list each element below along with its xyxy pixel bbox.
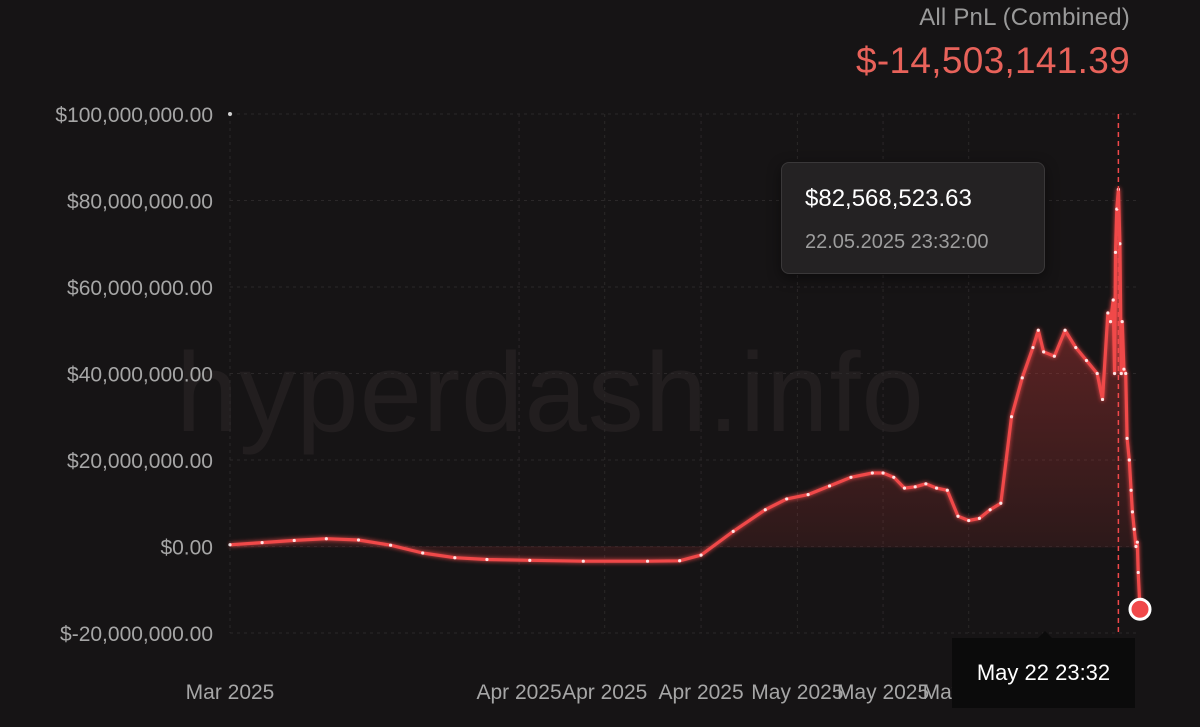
data-point (924, 482, 928, 486)
axis-top-dot (228, 112, 232, 116)
data-point (356, 538, 361, 542)
data-point (1108, 320, 1113, 324)
data-point (870, 471, 874, 475)
data-point (1113, 250, 1118, 254)
data-point (1063, 328, 1067, 332)
data-point (1020, 376, 1024, 380)
data-point (977, 516, 982, 520)
crosshair-date-label: May 22 23:32 (952, 631, 1135, 708)
watermark: hyperdash.info (176, 330, 925, 455)
data-point (1031, 345, 1035, 350)
data-point (228, 543, 232, 547)
data-point (1136, 570, 1140, 575)
data-point (1120, 320, 1124, 324)
y-tick-label: $-20,000,000.00 (60, 623, 213, 646)
data-point (988, 508, 992, 512)
data-point (1132, 527, 1136, 531)
data-point (699, 553, 703, 557)
x-tick-label: Apr 2025 (658, 681, 743, 704)
total-pnl-value: $-14,503,141.39 (855, 40, 1130, 81)
data-point (388, 543, 393, 547)
x-tick-label: May 2025 (751, 681, 843, 704)
data-point (956, 514, 960, 518)
data-point (260, 541, 264, 545)
data-point (1122, 367, 1126, 371)
data-point (1127, 458, 1131, 462)
data-point (892, 475, 896, 479)
data-point (1119, 371, 1123, 376)
data-point (1106, 311, 1110, 315)
data-point (731, 529, 735, 533)
data-point (421, 551, 425, 555)
data-point (1074, 345, 1078, 350)
data-point (1009, 415, 1014, 419)
last-point-marker[interactable] (1128, 597, 1152, 621)
data-point (292, 538, 296, 543)
y-tick-label: $80,000,000.00 (67, 191, 213, 214)
data-point (1036, 328, 1040, 332)
x-tick-label: Mar 2025 (186, 681, 275, 704)
data-point (1111, 298, 1115, 302)
data-point (902, 486, 907, 490)
data-point (945, 488, 949, 492)
data-point (1129, 488, 1133, 492)
data-point (806, 493, 810, 497)
data-point (827, 484, 832, 488)
data-point (1042, 350, 1046, 354)
data-point (1135, 540, 1139, 544)
data-point (485, 557, 489, 562)
data-point (913, 485, 917, 489)
data-point (763, 508, 767, 512)
data-point (1134, 544, 1138, 549)
data-point (1130, 510, 1135, 514)
data-point (581, 559, 585, 563)
data-point (324, 537, 328, 541)
chart-title: All PnL (Combined) (919, 4, 1130, 31)
x-axis: Mar 2025 Apr 2025 Apr 2025 Apr 2025 May 2025… (186, 681, 1015, 704)
data-point (528, 558, 532, 562)
data-point (934, 486, 939, 490)
y-axis: $100,000,000.00 $80,000,000.00 $60,000,000… (55, 104, 213, 646)
series-area (230, 189, 1140, 610)
data-point (1125, 436, 1129, 440)
y-tick-label: $20,000,000.00 (67, 450, 213, 473)
tooltip-datetime: 22.05.2025 23:32:00 (805, 231, 989, 253)
data-point (453, 556, 457, 560)
data-point (999, 501, 1003, 505)
x-tick-label: May 2025 (837, 681, 929, 704)
data-point (1052, 354, 1056, 358)
data-point (1115, 207, 1119, 211)
data-point (1112, 371, 1117, 376)
data-point (967, 518, 971, 523)
y-tick-label: $40,000,000.00 (67, 364, 213, 387)
tooltip: $82,568,523.63 22.05.2025 23:32:00 (781, 162, 1045, 274)
data-point (849, 475, 853, 479)
data-point (1095, 371, 1099, 376)
data-point (881, 471, 885, 475)
data-point (1124, 371, 1128, 376)
data-point (1084, 358, 1089, 363)
y-tick-label: $100,000,000.00 (55, 104, 213, 127)
y-tick-label: $60,000,000.00 (67, 277, 213, 300)
data-point (1100, 397, 1105, 402)
data-point (678, 559, 682, 563)
tooltip-value: $82,568,523.63 (805, 185, 972, 212)
data-point (645, 559, 650, 563)
y-tick-label: $0.00 (160, 537, 213, 560)
x-tick-label: Apr 2025 (562, 681, 647, 704)
x-tick-label: Apr 2025 (476, 681, 561, 704)
data-point (785, 497, 789, 501)
